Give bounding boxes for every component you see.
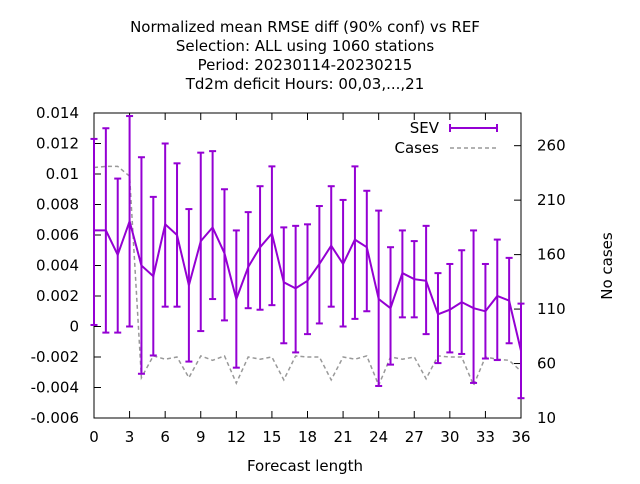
y-tick-label: 0.014 — [36, 104, 79, 122]
y-tick-label: -0.002 — [31, 348, 79, 366]
x-tick-label: 0 — [89, 428, 99, 446]
title-line: Period: 20230114-20230215 — [198, 56, 413, 74]
x-tick-label: 15 — [262, 428, 281, 446]
legend-label-cases: Cases — [394, 139, 439, 157]
y-tick-label: 0.01 — [46, 165, 79, 183]
y-tick-label: -0.004 — [31, 379, 79, 397]
chart-title: Normalized mean RMSE diff (90% conf) vs … — [130, 18, 480, 93]
x-tick-label: 36 — [511, 428, 530, 446]
x-tick-label: 9 — [196, 428, 206, 446]
title-line: Normalized mean RMSE diff (90% conf) vs … — [130, 18, 480, 36]
legend: SEV Cases — [394, 119, 498, 157]
y-tick-label: 0.002 — [36, 287, 79, 305]
y2-tick-label: 60 — [537, 355, 556, 373]
title-line: Td2m deficit Hours: 00,03,...,21 — [185, 75, 425, 93]
x-tick-label: 33 — [476, 428, 495, 446]
legend-label-sev: SEV — [410, 119, 440, 137]
y-tick-label: 0.006 — [36, 226, 79, 244]
title-line: Selection: ALL using 1060 stations — [176, 37, 435, 55]
y-tick-label: 0 — [69, 318, 79, 336]
x-axis-label: Forecast length — [247, 457, 363, 475]
y2-tick-label: 10 — [537, 409, 556, 427]
x-tick-label: 24 — [369, 428, 388, 446]
x-tick-label: 3 — [125, 428, 135, 446]
y2-tick-label: 160 — [537, 246, 566, 264]
y-tick-label: 0.008 — [36, 196, 79, 214]
x-tick-label: 6 — [160, 428, 170, 446]
x-tick-label: 21 — [334, 428, 353, 446]
y-tick-label: 0.004 — [36, 257, 79, 275]
x-tick-label: 30 — [440, 428, 459, 446]
x-tick-label: 27 — [405, 428, 424, 446]
y-tick-label: 0.012 — [36, 135, 79, 153]
right-axis-label: No cases — [598, 232, 616, 300]
y2-tick-label: 260 — [537, 137, 566, 155]
cases-line — [93, 165, 522, 388]
axes: 0 3 6 9 12 15 18 21 24 27 30 33 360.0140.0120.010.00… — [31, 104, 566, 446]
cases-series — [93, 165, 522, 388]
x-tick-label: 12 — [227, 428, 246, 446]
y2-tick-label: 110 — [537, 300, 566, 318]
y2-tick-label: 210 — [537, 191, 566, 209]
y-tick-label: -0.006 — [31, 409, 79, 427]
x-tick-label: 18 — [298, 428, 317, 446]
sev-series — [90, 115, 525, 400]
